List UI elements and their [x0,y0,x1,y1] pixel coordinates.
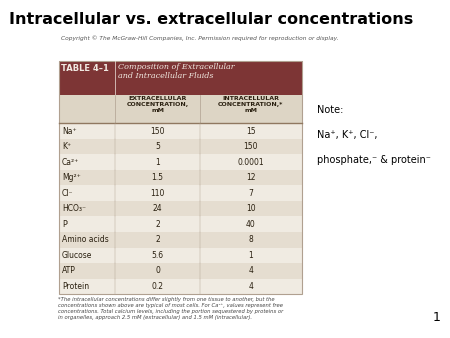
Text: Intracellular vs. extracellular concentrations: Intracellular vs. extracellular concentr… [9,12,413,27]
Text: 0.2: 0.2 [152,282,163,291]
Text: 24: 24 [153,204,162,213]
Text: 1: 1 [433,312,441,324]
Text: Ca²⁺: Ca²⁺ [62,158,79,167]
Text: Composition of Extracellular
and Intracellular Fluids: Composition of Extracellular and Intrace… [118,63,235,80]
Text: mM: mM [244,108,257,114]
Bar [58,61,302,95]
Text: 7: 7 [248,189,253,198]
Text: CONCENTRATION,*: CONCENTRATION,* [218,102,284,107]
Text: 10: 10 [246,204,256,213]
Text: *The intracellular concentrations differ slightly from one tissue to another, bu: *The intracellular concentrations differ… [58,297,284,320]
Text: phosphate,⁻ & protein⁻: phosphate,⁻ & protein⁻ [317,155,431,166]
Text: Note:: Note: [317,105,344,115]
Text: 5: 5 [155,142,160,151]
Text: 5.6: 5.6 [152,251,163,260]
Bar [58,61,302,294]
Text: 15: 15 [246,127,256,136]
Text: CONCENTRATION,: CONCENTRATION, [126,102,189,107]
Text: HCO₃⁻: HCO₃⁻ [62,204,86,213]
Text: Na⁺: Na⁺ [62,127,77,136]
Text: 1.5: 1.5 [152,173,163,182]
Text: Cl⁻: Cl⁻ [62,189,74,198]
Text: 1: 1 [248,251,253,260]
Text: EXTRACELLULAR: EXTRACELLULAR [128,96,187,101]
Text: 0.0001: 0.0001 [238,158,264,167]
Bar [58,123,302,139]
Bar [58,139,302,154]
Text: Na⁺, K⁺, Cl⁻,: Na⁺, K⁺, Cl⁻, [317,130,378,140]
Text: 4: 4 [248,266,253,275]
Bar [58,263,302,279]
Bar [58,170,302,186]
Bar [58,247,302,263]
Text: Glucose: Glucose [62,251,93,260]
Text: 0: 0 [155,266,160,275]
Text: 12: 12 [246,173,256,182]
Text: 8: 8 [248,235,253,244]
Text: 1: 1 [155,158,160,167]
Text: Protein: Protein [62,282,89,291]
Text: K⁺: K⁺ [62,142,71,151]
Bar [58,216,302,232]
Text: mM: mM [151,108,164,114]
Text: Amino acids: Amino acids [62,235,109,244]
Text: Mg²⁺: Mg²⁺ [62,173,81,182]
Text: 150: 150 [150,127,165,136]
Text: 150: 150 [243,142,258,151]
Bar [58,201,302,216]
Text: 110: 110 [150,189,165,198]
Text: Copyright © The McGraw-Hill Companies, Inc. Permission required for reproduction: Copyright © The McGraw-Hill Companies, I… [61,35,338,41]
Text: ATP: ATP [62,266,76,275]
Bar [58,154,302,170]
Bar [58,232,302,247]
Text: Pᴵ: Pᴵ [62,220,68,229]
Text: 2: 2 [155,220,160,229]
Text: 4: 4 [248,282,253,291]
Text: TABLE 4–1: TABLE 4–1 [61,64,108,73]
Bar [58,279,302,294]
Text: 2: 2 [155,235,160,244]
Bar [58,186,302,201]
Text: 40: 40 [246,220,256,229]
Text: INTRACELLULAR: INTRACELLULAR [222,96,279,101]
Bar [58,95,302,123]
